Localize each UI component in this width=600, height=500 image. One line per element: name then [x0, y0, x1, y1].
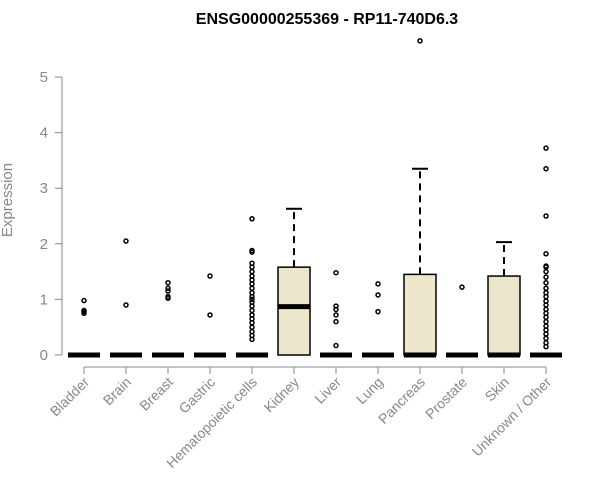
x-tick-label: Prostate [422, 374, 470, 422]
outlier-point [333, 303, 339, 309]
x-tick-label: Skin [482, 374, 513, 405]
outlier-point [543, 323, 549, 329]
outlier-point [543, 268, 549, 275]
outlier-point [543, 274, 549, 280]
box-skin [487, 241, 521, 358]
outlier-point [207, 312, 213, 318]
box-body [277, 266, 311, 356]
outlier-point [543, 213, 549, 219]
box-brain [110, 238, 142, 358]
outlier-point [165, 279, 171, 286]
outlier-point [165, 288, 171, 294]
outlier-point [543, 340, 549, 346]
outlier-point [333, 342, 339, 349]
x-tick-label: Brain [100, 374, 134, 408]
outlier-point [333, 312, 339, 318]
outlier-point [249, 289, 255, 296]
box-lung [362, 281, 394, 358]
y-tick-label: 1 [40, 291, 48, 308]
outlier-point [543, 251, 549, 257]
chart-title: ENSG00000255369 - RP11-740D6.3 [196, 11, 459, 28]
outlier-point [543, 145, 549, 151]
box-gastric [194, 273, 226, 358]
outlier-point [543, 263, 549, 269]
outlier-point [543, 335, 549, 342]
outlier-point [123, 302, 129, 308]
box-kidney [277, 207, 311, 356]
outlier-point [249, 268, 255, 275]
outlier-point [543, 298, 549, 304]
x-tick-label: Kidney [261, 374, 303, 416]
outlier-point [333, 318, 339, 325]
outlier-point [249, 247, 255, 254]
box-prostate [446, 284, 478, 358]
outlier-point [543, 318, 549, 325]
y-tick-label: 0 [40, 347, 48, 364]
outlier-point [375, 292, 381, 298]
y-tick-label: 5 [40, 69, 48, 86]
outlier-point [249, 328, 255, 335]
box-unknown-other [530, 145, 562, 358]
outlier-point [81, 307, 87, 314]
x-tick-label: Pancreas [375, 374, 428, 427]
outlier-point [249, 324, 255, 330]
y-tick-label: 2 [40, 236, 48, 253]
x-tick-label: Lung [353, 374, 386, 407]
outlier-point [333, 269, 339, 276]
boxes-group [68, 38, 562, 358]
outlier-point [375, 281, 381, 287]
outlier-point [249, 307, 255, 314]
box-bladder [68, 297, 100, 358]
outlier-point [249, 216, 255, 222]
outlier-point [165, 285, 171, 292]
outlier-point [543, 285, 549, 292]
y-tick-label: 4 [40, 125, 48, 142]
box-body [403, 273, 437, 356]
outlier-point [207, 273, 213, 279]
y-axis-label: Expression [0, 163, 16, 237]
outlier-point [417, 38, 423, 44]
outlier-point [249, 296, 255, 303]
y-tick-label: 3 [40, 180, 48, 197]
x-tick-label: Bladder [47, 374, 93, 420]
x-tick-label: Liver [311, 374, 344, 407]
outlier-point [123, 238, 129, 244]
outlier-point [81, 297, 87, 304]
outlier-point [249, 299, 255, 305]
outlier-point [249, 273, 255, 279]
box-breast [152, 279, 184, 358]
outlier-point [249, 312, 255, 318]
x-tick-label: Unknown / Other [469, 374, 555, 460]
y-axis: 0 1 2 3 4 5 [40, 69, 63, 364]
outlier-point [543, 289, 549, 296]
outlier-point [543, 306, 549, 313]
outlier-point [543, 165, 549, 172]
box-pancreas [403, 38, 437, 358]
outlier-point [249, 260, 255, 267]
box-liver [320, 269, 352, 358]
box-body [487, 275, 521, 356]
outlier-point [375, 308, 381, 315]
box-hematopoietic-cells [236, 216, 268, 358]
outlier-point [543, 279, 549, 286]
outlier-point [165, 293, 171, 300]
outlier-point [249, 285, 255, 292]
x-tick-label: Breast [136, 374, 176, 414]
outlier-point [459, 284, 465, 290]
